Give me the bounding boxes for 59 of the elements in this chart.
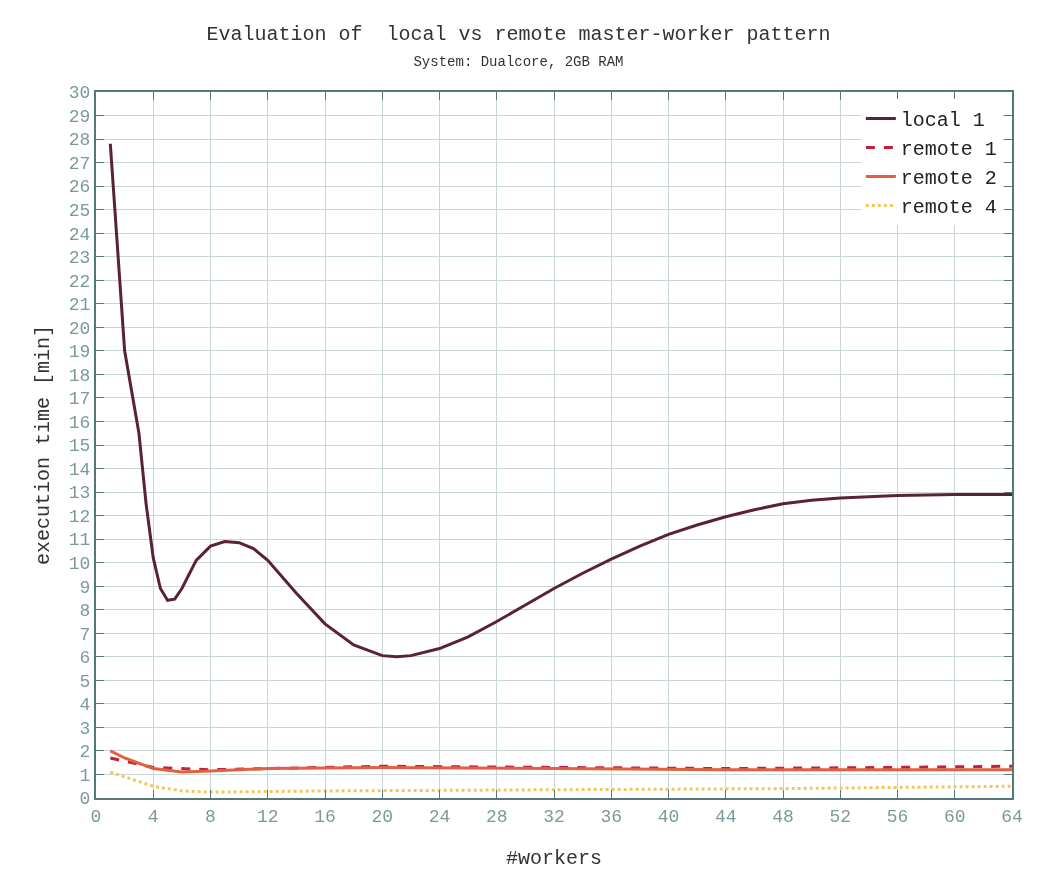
x-tick-label: 12 <box>256 806 279 827</box>
x-tick-label: 60 <box>943 806 966 827</box>
x-tick-label: 20 <box>371 806 394 827</box>
x-tick-label: 36 <box>600 806 623 827</box>
x-tick-label: 8 <box>205 806 216 827</box>
x-tick-label: 28 <box>485 806 508 827</box>
x-tick-label: 40 <box>657 806 680 827</box>
x-tick-label: 4 <box>147 806 159 827</box>
y-tick-label: 18 <box>68 365 91 386</box>
x-tick-label: 32 <box>543 806 565 827</box>
line-series <box>108 756 1012 772</box>
y-tick-label: 22 <box>68 271 91 292</box>
x-tick-label: 48 <box>772 806 794 827</box>
x-tick-label: 16 <box>314 806 336 827</box>
y-tick-label: 15 <box>68 436 91 457</box>
y-tick-label: 19 <box>68 342 91 363</box>
x-tick-label: 24 <box>428 806 451 827</box>
y-tick-label: 8 <box>79 601 91 622</box>
y-tick-label: 28 <box>68 130 91 151</box>
y-tick-label: 27 <box>68 153 91 174</box>
x-tick-label: 44 <box>714 806 737 827</box>
legend-label: remote 1 <box>900 138 997 162</box>
y-tick-label: 16 <box>68 412 91 433</box>
y-tick-label: 12 <box>68 506 91 527</box>
y-tick-label: 29 <box>68 106 91 127</box>
line-series <box>108 770 1012 794</box>
legend-label: remote 4 <box>900 196 997 220</box>
y-tick-label: 17 <box>68 389 91 410</box>
y-tick-label: 26 <box>68 177 91 198</box>
y-tick-label: 5 <box>79 671 91 692</box>
legend-label: remote 2 <box>900 167 997 191</box>
y-tick-label: 13 <box>68 483 91 504</box>
line-series <box>108 749 1012 774</box>
y-tick-label: 23 <box>68 248 91 269</box>
x-tick-label: 64 <box>1001 806 1023 827</box>
y-tick-label: 1 <box>79 765 91 786</box>
y-tick-label: 0 <box>79 789 91 810</box>
x-axis-title: #workers <box>505 846 603 870</box>
chart-title: Evaluation of local vs remote master-worker pattern <box>206 22 831 46</box>
y-tick-label: 10 <box>68 553 91 574</box>
y-tick-label: 2 <box>79 742 91 763</box>
y-tick-label: 9 <box>79 577 91 598</box>
y-axis-title: execution time [min] <box>31 324 55 566</box>
chart-subtitle: System: Dualcore, 2GB RAM <box>413 53 624 70</box>
y-tick-label: 25 <box>68 200 91 221</box>
y-tick-label: 11 <box>68 530 91 551</box>
x-tick-label: 52 <box>829 806 852 827</box>
y-tick-label: 3 <box>79 718 91 739</box>
y-tick-label: 6 <box>79 648 91 669</box>
y-tick-label: 14 <box>68 459 91 480</box>
legend-label: local 1 <box>900 109 985 133</box>
y-tick-label: 21 <box>68 295 91 316</box>
y-tick-label: 4 <box>79 695 91 716</box>
x-tick-label: 56 <box>886 806 909 827</box>
y-tick-label: 24 <box>68 224 91 245</box>
y-tick-label: 30 <box>68 83 91 104</box>
line-series <box>108 142 1012 659</box>
y-tick-label: 7 <box>79 624 91 645</box>
y-tick-label: 20 <box>68 318 91 339</box>
